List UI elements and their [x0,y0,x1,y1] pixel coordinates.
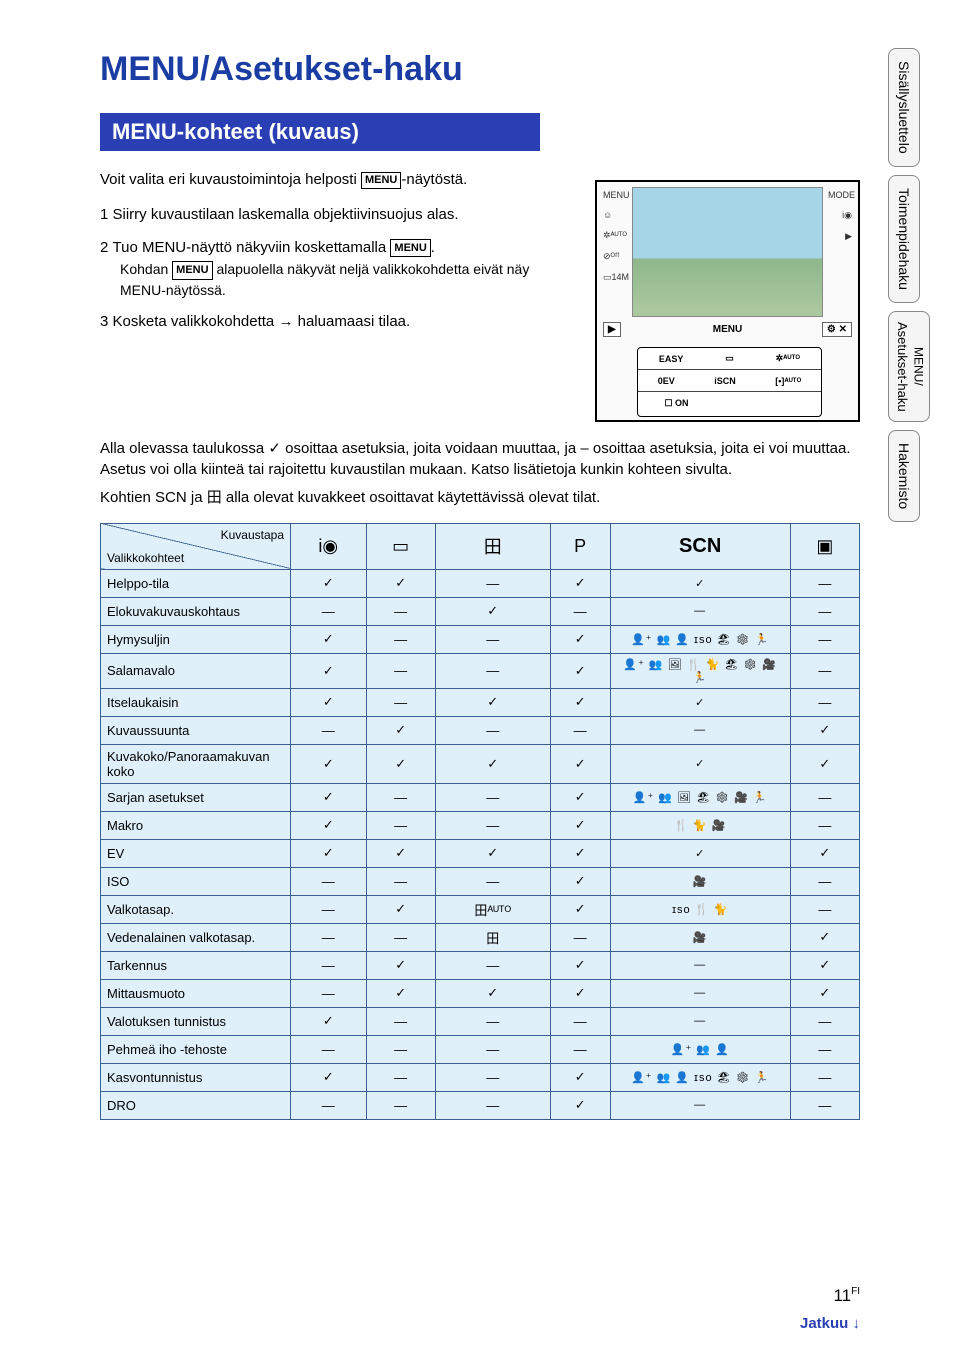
menu-table: Kuvaustapa Valikkokohteet i◉ ▭ ⽥ P SCN ▣… [100,523,860,1120]
table-row: Hymysuljin✓——✓👤⁺ 👥 👤 ɪsᴏ 🏖 ❄ 🏃— [101,625,860,653]
step-2: 2 Tuo MENU-näyttö näkyviin koskettamalla… [100,237,530,302]
table-row: Tarkennus—✓—✓—✓ [101,951,860,979]
col-scn: SCN [610,523,790,569]
col-movie: ⽥ [435,523,550,569]
table-diag-header: Kuvaustapa Valikkokohteet [101,523,291,569]
page-title: MENU/Asetukset-haku [100,50,860,89]
col-panorama: ▭ [366,523,435,569]
table-row: Elokuvakuvauskohtaus——✓——— [101,597,860,625]
table-row: Mittausmuoto—✓✓✓—✓ [101,979,860,1007]
col-underwater: ▣ [790,523,859,569]
table-row: Sarjan asetukset✓——✓👤⁺ 👥 🖼 🏖 ❄ 🎥 🏃— [101,783,860,811]
menu-chip-icon: MENU [361,172,401,189]
body-paragraph-2: Kohtien SCN ja ⽥ alla olevat kuvakkeet o… [100,487,860,509]
step-1: 1 Siirry kuvaustilaan laskemalla objekti… [100,204,530,227]
table-row: Itselaukaisin✓—✓✓✓— [101,688,860,716]
table-row: Kuvakoko/Panoraamakuvan koko✓✓✓✓✓✓ [101,744,860,783]
tab-operation[interactable]: Toimenpidehaku [888,175,920,303]
col-iauto: i◉ [291,523,367,569]
camera-screenshot: MENU☺✲ᴬᵁᵀᴼ⊘ᴼᶠᶠ▭14M MODEi◉▶ ▶ MENU ⚙ ✕ EA… [595,180,860,422]
tab-index[interactable]: Hakemisto [888,430,920,522]
table-row: Salamavalo✓——✓👤⁺ 👥 🖼 🍴 🐈 🏖 ❄ 🎥 🏃— [101,653,860,688]
table-row: Valotuksen tunnistus✓————— [101,1007,860,1035]
menu-chip-icon: MENU [172,261,212,280]
table-row: Makro✓——✓🍴 🐈 🎥— [101,811,860,839]
col-program: P [550,523,610,569]
table-row: DRO———✓—— [101,1091,860,1119]
table-row: Kuvaussuunta—✓———✓ [101,716,860,744]
body-paragraph: Alla olevassa taulukossa ✓ osoittaa aset… [100,438,860,482]
table-row: Valkotasap.—✓⽥ᴬᵁᵀᴼ✓ɪsᴏ 🍴 🐈— [101,895,860,923]
table-row: Pehmeä iho -tehoste————👤⁺ 👥 👤— [101,1035,860,1063]
tab-menu-settings[interactable]: MENU/Asetukset-haku [888,311,930,423]
table-row: Kasvontunnistus✓——✓👤⁺ 👥 👤 ɪsᴏ 🏖 ❄ 🏃— [101,1063,860,1091]
page-number: 11FI [833,1286,860,1306]
continue-label: Jatkuu ↓ [800,1315,860,1332]
table-row: Helppo-tila✓✓—✓✓— [101,569,860,597]
section-heading: MENU-kohteet (kuvaus) [100,113,540,151]
table-row: Vedenalainen valkotasap.——⽥—🎥✓ [101,923,860,951]
tab-toc[interactable]: Sisällysluettelo [888,48,920,167]
menu-chip-icon: MENU [390,239,430,258]
table-row: EV✓✓✓✓✓✓ [101,839,860,867]
table-row: ISO———✓🎥— [101,867,860,895]
step-3: 3 Kosketa valikkokohdetta → haluamaasi t… [100,311,530,334]
side-tabs: Sisällysluettelo Toimenpidehaku MENU/Ase… [888,48,942,530]
